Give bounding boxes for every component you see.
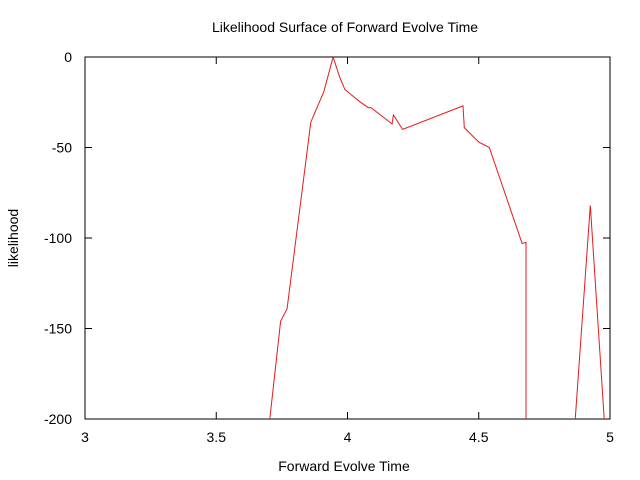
- x-tick-label: 4.5: [469, 429, 489, 445]
- series-line-2: [574, 205, 605, 419]
- x-tick-label: 4: [344, 429, 352, 445]
- y-tick-label: -50: [52, 140, 72, 156]
- x-tick-label: 3.5: [207, 429, 227, 445]
- chart-title: Likelihood Surface of Forward Evolve Tim…: [212, 19, 478, 35]
- y-tick-label: -150: [44, 321, 72, 337]
- axis-ticks: 3 3.5 4 4.5 5 0 -50 -100 -150 -200: [44, 49, 614, 445]
- y-tick-label: -100: [44, 230, 72, 246]
- x-tick-label: 5: [606, 429, 614, 445]
- y-axis-label: likelihood: [5, 209, 21, 267]
- y-tick-label: 0: [64, 49, 72, 65]
- series-layer: [269, 57, 605, 419]
- x-axis-label: Forward Evolve Time: [278, 458, 410, 474]
- y-tick-label: -200: [44, 411, 72, 427]
- plot-frame: [84, 56, 611, 420]
- x-tick-label: 3: [81, 429, 89, 445]
- series-line-1: [269, 57, 527, 419]
